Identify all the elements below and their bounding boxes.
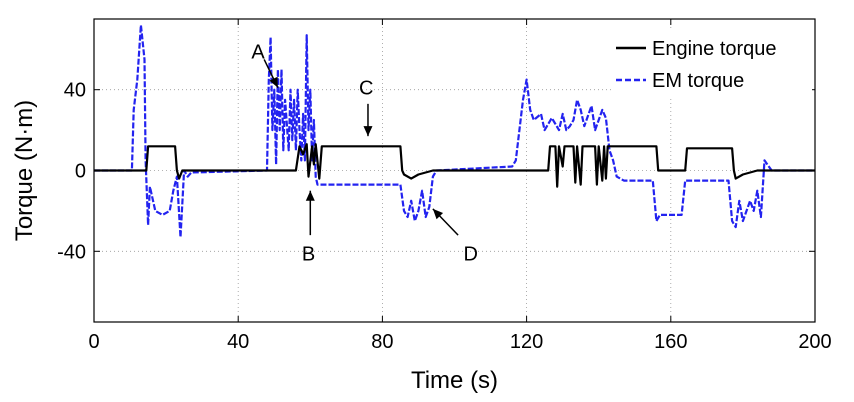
annotation-arrowhead-a — [269, 76, 278, 88]
annotation-arrowhead-c — [363, 126, 373, 137]
y-tick-label: -40 — [57, 241, 86, 263]
axis-ticks: 0 40 80 120 160 200 -40 0 40 — [57, 19, 832, 353]
legend-label-engine: Engine torque — [652, 38, 777, 60]
y-axis-label: Torque (N·m) — [11, 100, 38, 241]
x-tick-label: 160 — [654, 331, 687, 353]
series-line-engine-torque — [94, 143, 815, 188]
y-tick-label: 0 — [75, 161, 86, 183]
x-tick-label: 120 — [510, 331, 543, 353]
x-tick-label: 200 — [798, 331, 831, 353]
x-tick-label: 0 — [88, 331, 99, 353]
series-lines — [94, 24, 815, 239]
annotation-label-c: C — [359, 78, 373, 100]
x-tick-label: 80 — [371, 331, 393, 353]
legend-box — [612, 30, 812, 98]
legend-label-em: EM torque — [652, 70, 744, 92]
annotation-arrowhead-d — [432, 208, 444, 220]
x-tick-label: 40 — [227, 331, 249, 353]
annotations: A B C D — [251, 41, 478, 265]
legend: Engine torque EM torque — [612, 30, 812, 98]
annotation-arrowhead-b — [305, 190, 315, 201]
annotation-label-b: B — [302, 243, 315, 265]
annotation-label-d: D — [463, 243, 477, 265]
x-axis-label: Time (s) — [411, 367, 498, 394]
annotation-label-a: A — [251, 41, 265, 63]
y-tick-label: 40 — [64, 80, 86, 102]
